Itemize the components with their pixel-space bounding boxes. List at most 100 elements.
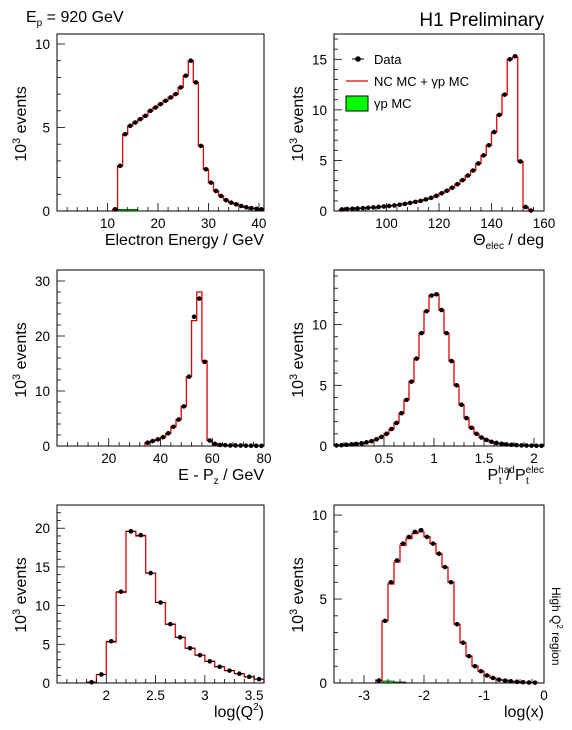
data-point <box>178 85 183 90</box>
data-point <box>418 527 424 533</box>
y-tick-label: 0 <box>42 676 50 691</box>
y-axis-label: 103 events <box>288 86 307 162</box>
data-point <box>148 108 153 114</box>
x-tick-label: 3 <box>201 688 209 703</box>
data-point <box>228 443 233 448</box>
data-point <box>448 579 454 585</box>
data-point <box>397 202 402 208</box>
data-point <box>233 443 238 448</box>
data-point <box>520 679 526 685</box>
plot-frame <box>333 33 545 212</box>
y-tick-label: 0 <box>319 204 327 219</box>
x-axis-label: Θelec / deg <box>473 232 544 252</box>
x-tick-label: 40 <box>153 451 168 466</box>
x-tick-label: 0 <box>540 688 548 703</box>
x-tick-label: 80 <box>256 451 271 466</box>
mc-histogram <box>144 291 265 447</box>
data-point <box>334 443 339 448</box>
data-point <box>469 425 474 431</box>
panel-5: 2 2.5 3 3.5 0 5 10 15 20 103 events log(Q2) <box>11 504 265 721</box>
data-point <box>112 207 118 212</box>
mc-histogram <box>85 530 265 683</box>
data-point <box>207 659 213 664</box>
x-tick-label: 120 <box>428 216 451 231</box>
data-point <box>381 204 387 209</box>
data-point <box>117 163 123 169</box>
x-tick-label: -2 <box>418 688 430 703</box>
data-point <box>399 410 404 416</box>
panel-3: 20 40 60 80 0 10 20 30 103 events E - Pz / GeV <box>11 269 272 487</box>
data-point <box>504 442 509 447</box>
data-point <box>253 443 259 449</box>
data-point <box>227 668 232 673</box>
y-tick-label: 0 <box>319 676 327 691</box>
data-point <box>198 143 204 149</box>
x-tick-label: 2.5 <box>146 688 165 703</box>
data-point <box>228 200 234 205</box>
x-axis-label: Phad t / Pelec t <box>487 465 544 487</box>
data-point <box>365 205 371 211</box>
data-point <box>464 415 469 421</box>
data-point <box>213 188 219 194</box>
data-point <box>526 680 532 685</box>
y-tick-label: 10 <box>312 103 327 118</box>
data-point <box>474 431 479 437</box>
data-point <box>388 579 394 585</box>
x-tick-label: 2 <box>530 451 538 466</box>
data-point <box>423 197 429 202</box>
data-point <box>208 180 214 185</box>
data-point <box>404 397 409 403</box>
x-tick-label: 1 <box>430 451 438 466</box>
collaboration-label: H1 Preliminary <box>419 10 544 31</box>
data-point <box>223 197 229 203</box>
data-point <box>449 185 455 191</box>
data-point <box>524 443 529 448</box>
data-point <box>392 203 397 208</box>
data-point <box>394 420 399 426</box>
data-point <box>165 431 171 436</box>
data-point <box>350 206 355 212</box>
x-axis-label: E - Pz / GeV <box>178 467 264 487</box>
data-point <box>160 434 166 440</box>
y-tick-label: 5 <box>42 637 50 652</box>
data-point <box>484 437 489 443</box>
data-point <box>497 112 502 118</box>
x-tick-label: 160 <box>533 216 556 231</box>
data-point <box>176 417 181 422</box>
data-point <box>384 431 389 437</box>
y-tick-label: 0 <box>42 204 50 219</box>
y-axis-label: 103 events <box>11 322 30 398</box>
data-point <box>508 679 514 684</box>
y-tick-label: 5 <box>42 121 50 136</box>
y-tick-label: 10 <box>312 508 327 523</box>
data-point <box>145 440 150 446</box>
data-point <box>455 181 460 187</box>
data-point <box>479 435 484 440</box>
y-tick-label: 15 <box>35 560 50 575</box>
data-point <box>519 443 524 448</box>
data-point <box>344 206 350 212</box>
data-point <box>454 383 459 388</box>
panel-1: 10 20 30 40 0 5 10 103 events Electron Energy / … <box>11 33 266 249</box>
data-point <box>254 206 259 212</box>
x-tick-label: 20 <box>150 216 165 231</box>
data-point <box>238 443 244 448</box>
data-point <box>108 638 114 644</box>
data-point <box>472 663 478 669</box>
data-point <box>128 529 134 534</box>
plot-frame <box>56 504 265 684</box>
data-point <box>489 439 494 445</box>
data-point <box>382 618 388 624</box>
data-point <box>442 564 448 570</box>
data-point <box>181 404 187 409</box>
data-point <box>509 442 514 448</box>
panel-4: 0.5 1 1.5 2 0 5 10 103 events Phad t / Pelec t <box>288 269 545 487</box>
data-point <box>444 330 449 336</box>
data-point <box>369 438 374 444</box>
data-point <box>238 203 244 209</box>
data-point <box>490 675 496 681</box>
x-tick-label: 100 <box>375 216 398 231</box>
plot-frame <box>56 33 265 212</box>
data-point <box>376 204 381 210</box>
